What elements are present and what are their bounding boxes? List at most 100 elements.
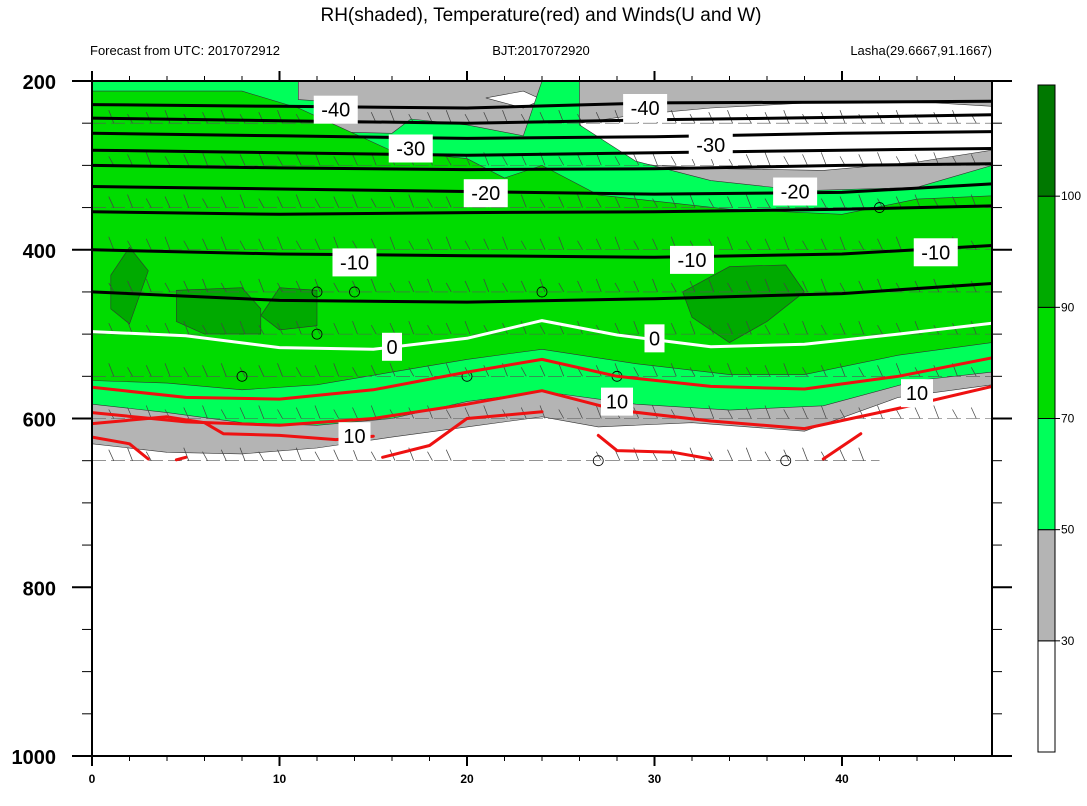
- contour-label-text: -40: [631, 98, 660, 120]
- wind-barb: [464, 407, 471, 419]
- wind-barb: [750, 81, 752, 82]
- wind-barb: [670, 282, 677, 293]
- temperature-contour: [92, 244, 992, 259]
- wind-barb: [352, 280, 358, 293]
- bjt-label: BJT:2017072920: [492, 43, 590, 58]
- wind-barb: [708, 198, 715, 208]
- rh-region: [176, 287, 262, 335]
- wind-barb: [427, 451, 433, 461]
- wind-barb: [352, 154, 358, 166]
- contour-label: -30: [688, 131, 733, 160]
- contour-label-bg: [688, 131, 733, 160]
- temperature-contour: [821, 432, 863, 461]
- wind-barb: [220, 282, 227, 293]
- wind-barb: [970, 320, 977, 335]
- wind-barb: [445, 409, 452, 419]
- wind-barb: [164, 282, 171, 293]
- wind-barb: [483, 278, 490, 293]
- wind-barb: [558, 363, 565, 377]
- wind-barb: [895, 363, 902, 377]
- wind-barb: [670, 196, 677, 208]
- wind-barb: [877, 365, 883, 377]
- wind-barb: [713, 81, 714, 82]
- wind-barb: [108, 282, 115, 293]
- contour-label-bg: [463, 179, 508, 208]
- wind-barb: [183, 320, 190, 335]
- wind-barb: [727, 322, 733, 335]
- wind-barb: [464, 280, 471, 293]
- contour-label: 10: [338, 422, 371, 451]
- wind-barb: [202, 451, 208, 461]
- wind-barb: [127, 447, 133, 461]
- wind-barb: [145, 198, 152, 208]
- colorbar-box: [1037, 418, 1056, 531]
- contour-label-bg: [388, 134, 433, 163]
- wind-barb: [633, 194, 640, 208]
- wind-barb: [820, 324, 827, 335]
- wind-barb: [202, 112, 208, 124]
- calm-wind-circle: [311, 328, 323, 340]
- wind-barb: [558, 282, 565, 293]
- wind-barb: [145, 278, 152, 293]
- calm-wind-circle: [236, 370, 248, 382]
- x-tick-label: 10: [273, 772, 287, 786]
- contour-label-text: -20: [471, 183, 500, 205]
- wind-barb: [202, 238, 208, 250]
- wind-barb: [783, 282, 790, 293]
- wind-barb: [938, 81, 939, 82]
- wind-barb: [370, 451, 377, 461]
- wind-barb: [577, 407, 583, 419]
- wind-barb: [727, 110, 733, 124]
- contour-labels: -40 -40 -30 -30 -20 -20 -10 -10 -10 0 0 10 10 10: [313, 94, 958, 451]
- contour-label-bg: [901, 379, 933, 408]
- colorbar-box: [1037, 529, 1056, 642]
- wind-barb: [408, 320, 415, 335]
- wind-barb: [802, 367, 808, 377]
- wind-barb: [802, 320, 808, 335]
- wind-barb: [314, 324, 321, 335]
- wind-barb: [333, 156, 340, 166]
- wind-barb: [633, 154, 640, 166]
- wind-barb: [877, 198, 883, 208]
- wind-barb: [802, 240, 808, 250]
- wind-barb: [520, 154, 527, 166]
- wind-barb: [370, 238, 377, 250]
- contour-label-text: 0: [386, 337, 397, 359]
- wind-barb: [614, 282, 621, 293]
- wind-barb: [914, 194, 921, 208]
- wind-barb: [338, 81, 339, 82]
- wind-barb: [558, 409, 565, 419]
- wind-barb: [220, 322, 227, 335]
- wind-barb: [520, 320, 527, 335]
- temperature-contour: [92, 113, 992, 125]
- wind-barb: [563, 81, 564, 82]
- wind-barb: [183, 367, 190, 377]
- wind-barb: [970, 280, 977, 293]
- contour-label: -20: [463, 179, 508, 208]
- wind-barb: [127, 240, 133, 250]
- wind-barb: [220, 409, 227, 419]
- wind-barb: [239, 407, 246, 419]
- wind-barb: [877, 238, 883, 250]
- wind-barb: [745, 367, 752, 377]
- wind-barb: [727, 236, 733, 250]
- wind-barb: [839, 282, 846, 293]
- contour-label-text: -20: [781, 182, 810, 204]
- wind-barb: [183, 154, 190, 166]
- wind-barb: [263, 81, 264, 82]
- wind-barb: [108, 156, 115, 166]
- wind-barb: [258, 198, 265, 208]
- calm-wind-circle: [311, 286, 323, 298]
- wind-barb: [539, 238, 546, 250]
- contour-label-bg: [773, 177, 818, 206]
- wind-barb: [727, 409, 733, 419]
- wind-barb: [539, 324, 546, 335]
- wind-barb: [764, 152, 771, 166]
- wind-barb: [745, 240, 752, 250]
- wind-barb: [727, 196, 733, 208]
- wind-barb: [427, 324, 433, 335]
- contour-label-text: -30: [396, 139, 425, 161]
- wind-barb: [239, 320, 246, 335]
- wind-barb: [333, 322, 340, 335]
- y-tick-label: 800: [23, 578, 56, 600]
